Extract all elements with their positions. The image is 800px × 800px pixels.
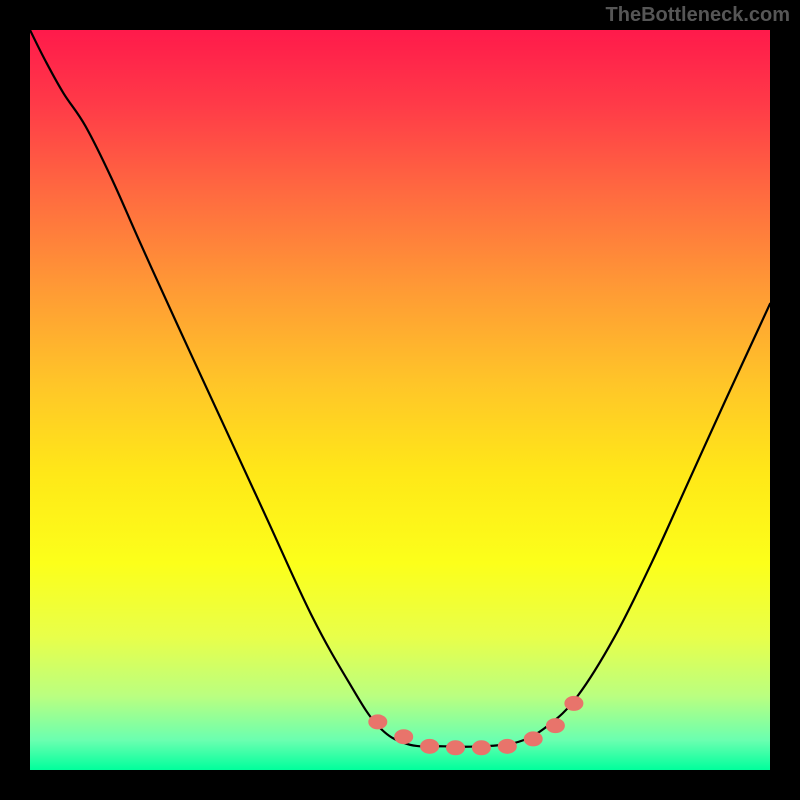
marker-dot bbox=[498, 739, 516, 753]
marker-dot bbox=[565, 696, 583, 710]
watermark-text: TheBottleneck.com bbox=[606, 4, 790, 27]
marker-dot bbox=[369, 715, 387, 729]
chart-container: { "watermark": { "text": "TheBottleneck.… bbox=[0, 0, 800, 800]
marker-dot bbox=[447, 741, 465, 755]
marker-dot bbox=[421, 739, 439, 753]
marker-dot bbox=[546, 719, 564, 733]
plot-background bbox=[30, 30, 770, 770]
marker-dot bbox=[524, 732, 542, 746]
marker-dot bbox=[472, 741, 490, 755]
chart-svg bbox=[0, 0, 800, 800]
marker-dot bbox=[395, 730, 413, 744]
